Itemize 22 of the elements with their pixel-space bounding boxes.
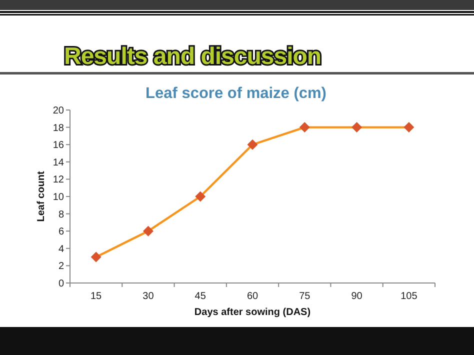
x-axis-title: Days after sowing (DAS) xyxy=(194,307,311,318)
x-tick-label: 60 xyxy=(246,291,258,302)
y-axis-title: Leaf count xyxy=(36,170,47,222)
y-tick-label: 2 xyxy=(58,261,64,272)
y-tick-label: 8 xyxy=(58,209,64,220)
x-tick-label: 45 xyxy=(194,291,206,302)
x-tick-label: 15 xyxy=(90,291,102,302)
y-tick-label: 0 xyxy=(58,278,64,290)
y-tick-label: 6 xyxy=(58,226,64,238)
y-tick-label: 16 xyxy=(52,140,64,152)
y-tick-label: 18 xyxy=(52,122,64,134)
y-tick-label: 14 xyxy=(52,157,64,168)
chart-subtitle: Leaf score of maize (cm) xyxy=(146,85,326,102)
x-tick-label: 75 xyxy=(299,291,311,302)
y-tick-label: 20 xyxy=(52,106,64,116)
y-tick-label: 4 xyxy=(58,244,64,255)
chart-title: Results and discussion xyxy=(64,43,322,70)
x-tick-label: 105 xyxy=(400,291,418,302)
y-tick-label: 10 xyxy=(52,192,64,203)
x-tick-label: 90 xyxy=(351,291,363,302)
x-tick-label: 30 xyxy=(142,291,154,302)
y-tick-label: 12 xyxy=(52,174,64,186)
